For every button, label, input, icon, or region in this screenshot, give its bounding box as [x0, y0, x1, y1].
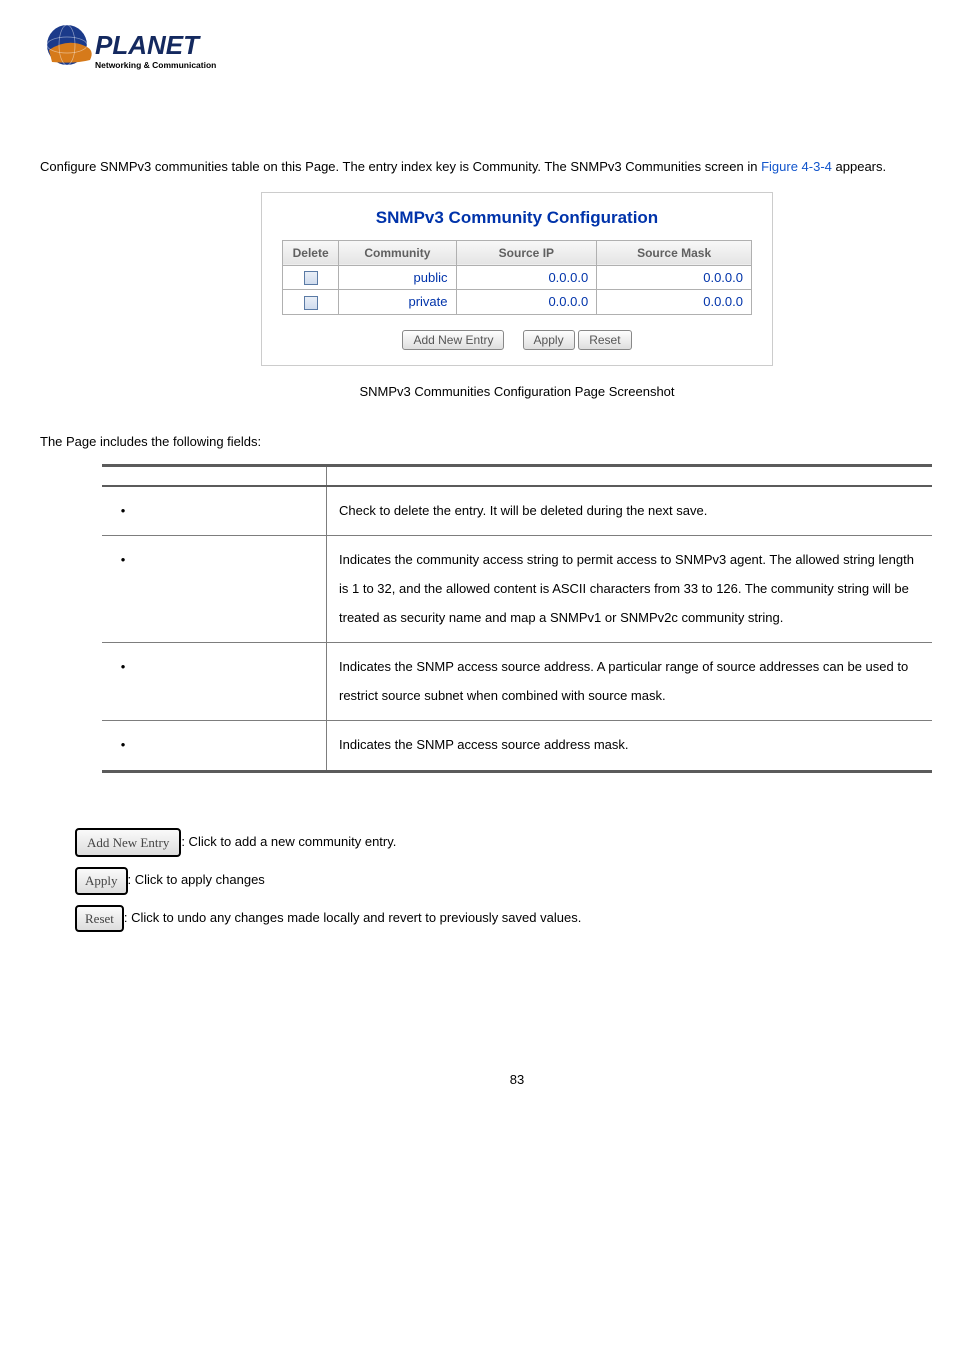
apply-button-image: Apply	[75, 867, 128, 894]
add-new-entry-button[interactable]: Add New Entry	[402, 330, 504, 350]
desc-sourceip: Indicates the SNMP access source address…	[327, 643, 933, 721]
snmpv3-config-panel: SNMPv3 Community Configuration Delete Co…	[261, 192, 773, 366]
delete-checkbox[interactable]	[304, 271, 318, 285]
page-number: 83	[40, 1072, 954, 1087]
th-community: Community	[339, 240, 456, 265]
source-ip-cell[interactable]: 0.0.0.0	[456, 265, 597, 290]
header-description	[327, 465, 933, 486]
brand-logo: PLANET Networking & Communication	[40, 20, 954, 83]
figure-reference-link: Figure 4-3-4	[761, 159, 832, 174]
table-row: private 0.0.0.0 0.0.0.0	[283, 290, 752, 315]
reset-button[interactable]: Reset	[578, 330, 631, 350]
object-community: •	[102, 536, 327, 643]
object-sourceip: •	[102, 643, 327, 721]
th-source-mask: Source Mask	[597, 240, 752, 265]
object-delete: •	[102, 486, 327, 536]
fields-intro: The Page includes the following fields:	[40, 434, 954, 449]
reset-help-text: : Click to undo any changes made locally…	[124, 910, 581, 925]
intro-tail: appears.	[832, 159, 886, 174]
table-row: public 0.0.0.0 0.0.0.0	[283, 265, 752, 290]
delete-checkbox[interactable]	[304, 296, 318, 310]
th-source-ip: Source IP	[456, 240, 597, 265]
add-entry-help-text: : Click to add a new community entry.	[181, 834, 396, 849]
desc-delete: Check to delete the entry. It will be de…	[327, 486, 933, 536]
intro-part1: Configure SNMPv3 communities table on th…	[40, 159, 761, 174]
header-object	[102, 465, 327, 486]
apply-help-text: : Click to apply changes	[128, 872, 265, 887]
add-entry-button-image: Add New Entry	[75, 828, 181, 857]
community-cell[interactable]: private	[339, 290, 456, 315]
intro-text: Configure SNMPv3 communities table on th…	[40, 153, 954, 182]
fields-description-table: • Check to delete the entry. It will be …	[102, 464, 932, 773]
svg-text:PLANET: PLANET	[95, 30, 201, 60]
desc-sourcemask: Indicates the SNMP access source address…	[327, 721, 933, 772]
svg-text:Networking & Communication: Networking & Communication	[95, 60, 216, 70]
desc-community: Indicates the community access string to…	[327, 536, 933, 643]
object-sourcemask: •	[102, 721, 327, 772]
reset-button-image: Reset	[75, 905, 124, 932]
figure-caption: SNMPv3 Communities Configuration Page Sc…	[40, 384, 954, 399]
source-ip-cell[interactable]: 0.0.0.0	[456, 290, 597, 315]
source-mask-cell[interactable]: 0.0.0.0	[597, 265, 752, 290]
community-cell[interactable]: public	[339, 265, 456, 290]
community-table: Delete Community Source IP Source Mask p…	[282, 240, 752, 315]
buttons-help-section: Add New Entry: Click to add a new commun…	[40, 828, 954, 932]
apply-button[interactable]: Apply	[523, 330, 575, 350]
panel-title: SNMPv3 Community Configuration	[282, 208, 752, 228]
source-mask-cell[interactable]: 0.0.0.0	[597, 290, 752, 315]
th-delete: Delete	[283, 240, 339, 265]
